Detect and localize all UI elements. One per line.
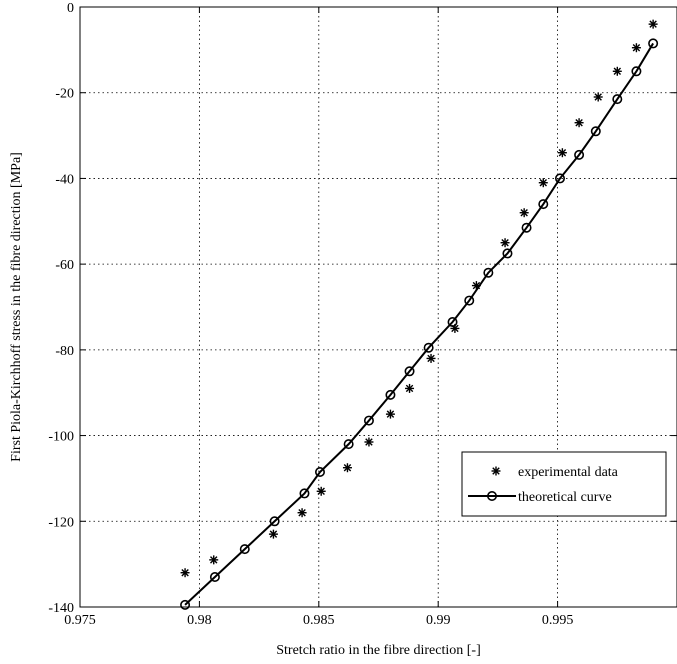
data-point [574,149,585,160]
y-tick-label: 0 [67,1,74,16]
x-tick-label: 0.98 [187,613,212,628]
star-stroke [539,178,548,187]
star-stroke [594,93,602,101]
star-stroke [405,384,414,393]
y-tick-label: -80 [55,344,74,359]
legend-box [461,451,667,517]
legend: experimental data theoretical curve [461,451,667,517]
data-point [209,555,219,565]
star-stroke [575,118,583,127]
data-point [554,173,565,184]
data-point [483,267,494,278]
data-point [209,571,220,582]
star-stroke [558,148,567,157]
data-point [314,466,325,477]
data-point [385,409,395,419]
series-theoretical [180,38,659,610]
legend-label-theoretical: theoretical curve [518,490,612,505]
y-axis-title: First Piola-Kirchhoff stress in the fibr… [9,152,24,462]
data-point [593,92,603,102]
data-point [423,342,434,353]
star-stroke [520,208,528,217]
y-tick-label: -20 [55,87,74,102]
star-stroke [613,67,622,76]
axis-ticks [79,6,677,608]
star-stroke [427,354,435,363]
data-point [299,488,310,499]
data-point [612,94,623,105]
data-point [500,238,510,248]
star-stroke [365,438,373,446]
data-point [180,568,190,578]
series-experimental [180,19,658,578]
legend-circle-marker [486,490,497,501]
data-point [464,295,475,306]
y-tick-label: -40 [55,172,74,187]
legend-symbol-experimental [491,466,501,476]
data-point [363,415,374,426]
star-stroke [343,463,352,472]
legend-symbol-theoretical [468,490,516,501]
grid [80,7,677,607]
legend-star-marker [491,466,501,476]
data-point [538,199,549,210]
star-stroke [298,508,306,517]
star-stroke [317,487,325,496]
data-point [557,148,567,158]
star-stroke [386,410,395,418]
data-point [405,383,415,393]
data-point [316,486,326,496]
data-point [631,43,641,53]
data-point [426,353,436,363]
x-tick-label: 0.985 [303,613,335,628]
data-point [521,222,532,233]
data-point [590,126,601,137]
data-point [648,38,659,49]
y-tick-label: -100 [48,430,74,445]
x-tick-label: 0.995 [542,613,574,628]
star-stroke [649,20,657,28]
x-axis-title: Stretch ratio in the fibre direction [-] [276,643,480,658]
legend-label-experimental: experimental data [518,465,619,480]
data-point [297,508,307,518]
data-point [404,366,415,377]
data-point [631,66,642,77]
data-point [180,599,191,610]
data-point [268,529,278,539]
series [180,19,659,610]
star-stroke [501,238,509,247]
star-stroke [269,530,278,538]
star-stroke [472,281,481,290]
y-tick-labels: -140 -120 -100 -80 -60 -40 -20 0 [48,1,74,616]
y-tick-label: -120 [48,515,74,530]
y-tick-label: -140 [48,601,74,616]
y-tick-label: -60 [55,258,74,273]
star-stroke [209,556,218,564]
data-point [342,463,352,473]
x-tick-label: 0.975 [64,613,96,628]
data-point [502,248,513,259]
star-stroke [632,43,641,52]
data-point [538,178,548,188]
data-point [447,316,458,327]
data-point [519,208,529,218]
data-point [612,66,622,76]
data-point [269,516,280,527]
star-stroke [492,467,500,475]
data-point [385,389,396,400]
data-point [343,439,354,450]
star-stroke [451,324,459,333]
data-point [364,437,374,447]
plot-area-frame [79,6,677,608]
x-tick-label: 0.99 [426,613,451,628]
data-point [648,19,658,29]
data-point [239,544,250,555]
star-stroke [181,568,189,577]
x-tick-labels: 0.975 0.98 0.985 0.99 0.995 [64,613,573,628]
series-line [184,42,654,606]
data-point [574,118,584,128]
